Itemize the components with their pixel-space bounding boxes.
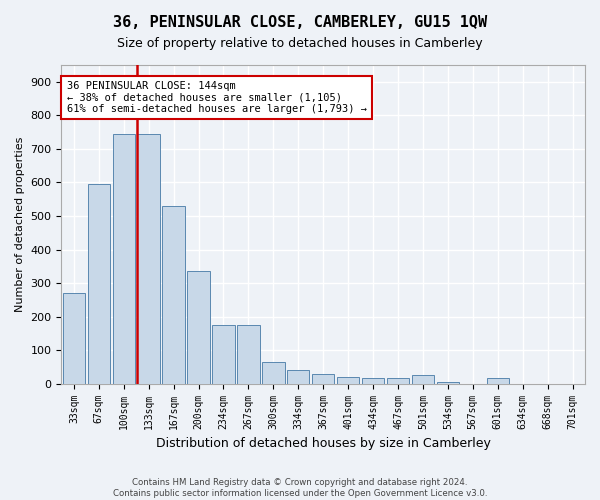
Bar	[187, 272, 210, 384]
Text: 36, PENINSULAR CLOSE, CAMBERLEY, GU15 1QW: 36, PENINSULAR CLOSE, CAMBERLEY, GU15 1Q…	[113, 15, 487, 30]
Bar	[412, 376, 434, 384]
Text: 36 PENINSULAR CLOSE: 144sqm
← 38% of detached houses are smaller (1,105)
61% of : 36 PENINSULAR CLOSE: 144sqm ← 38% of det…	[67, 81, 367, 114]
Text: Contains HM Land Registry data © Crown copyright and database right 2024.
Contai: Contains HM Land Registry data © Crown c…	[113, 478, 487, 498]
Bar	[487, 378, 509, 384]
Bar	[237, 325, 260, 384]
Y-axis label: Number of detached properties: Number of detached properties	[15, 136, 25, 312]
Bar	[262, 362, 284, 384]
Bar	[387, 378, 409, 384]
Bar	[62, 293, 85, 384]
X-axis label: Distribution of detached houses by size in Camberley: Distribution of detached houses by size …	[156, 437, 491, 450]
Bar	[437, 382, 459, 384]
Text: Size of property relative to detached houses in Camberley: Size of property relative to detached ho…	[117, 38, 483, 51]
Bar	[287, 370, 310, 384]
Bar	[337, 377, 359, 384]
Bar	[137, 134, 160, 384]
Bar	[113, 134, 135, 384]
Bar	[312, 374, 334, 384]
Bar	[88, 184, 110, 384]
Bar	[163, 206, 185, 384]
Bar	[362, 378, 384, 384]
Bar	[212, 325, 235, 384]
